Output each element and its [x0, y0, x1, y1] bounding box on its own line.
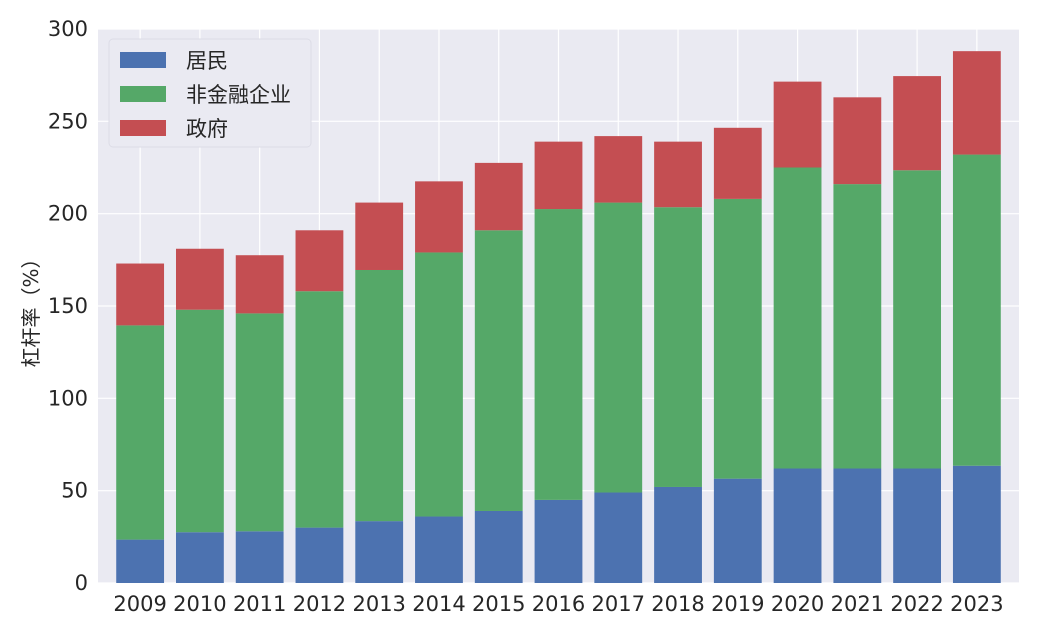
x-tick-label: 2016: [532, 592, 585, 616]
bar-2022-series-1: [893, 170, 942, 469]
y-tick-label: 50: [61, 479, 88, 503]
bar-2023-series-2: [952, 51, 1001, 155]
bar-2011-series-2: [235, 255, 284, 314]
bar-2016-series-2: [534, 141, 583, 210]
bar-2022-series-0: [893, 468, 942, 583]
bar-2017-series-1: [594, 202, 643, 493]
bar-2019-series-2: [713, 127, 762, 199]
bar-2012-series-2: [295, 230, 344, 292]
y-tick-labels: 0 50 100 150 200 250 300: [48, 17, 88, 595]
bar-2023-series-0: [952, 465, 1001, 583]
legend-swatch: [120, 120, 166, 136]
x-tick-label: 2020: [771, 592, 824, 616]
y-tick-label: 250: [48, 109, 88, 133]
bar-2020-series-0: [773, 468, 822, 583]
legend-label: 非金融企业: [186, 83, 291, 107]
x-tick-label: 2019: [711, 592, 764, 616]
y-axis-title: 杠杆率（%）: [19, 248, 43, 367]
bar-2015-series-0: [474, 510, 523, 583]
y-tick-label: 300: [48, 17, 88, 41]
y-tick-label: 100: [48, 386, 88, 410]
bar-2021-series-2: [833, 97, 882, 185]
bars: [116, 51, 1001, 583]
legend-swatch: [120, 86, 166, 102]
bar-2016-series-0: [534, 499, 583, 583]
bar-2023-series-1: [952, 154, 1001, 466]
bar-2009-series-0: [116, 539, 165, 583]
bar-2010-series-1: [175, 309, 224, 533]
x-tick-label: 2009: [113, 592, 166, 616]
bar-2018-series-2: [654, 141, 702, 208]
legend-label: 政府: [186, 117, 228, 141]
bar-2022-series-2: [893, 76, 942, 171]
bar-2019-series-0: [713, 478, 762, 583]
legend-label: 居民: [186, 49, 228, 73]
y-tick-label: 200: [48, 202, 88, 226]
bar-2017-series-2: [594, 136, 643, 203]
bar-2014-series-1: [415, 252, 463, 517]
x-tick-label: 2015: [472, 592, 525, 616]
x-tick-label: 2022: [890, 592, 943, 616]
bar-2013-series-2: [355, 202, 404, 270]
bar-2014-series-2: [415, 181, 463, 253]
bar-2019-series-1: [713, 198, 762, 479]
bar-2016-series-1: [534, 209, 583, 500]
bar-2020-series-2: [773, 81, 822, 168]
y-tick-label: 0: [75, 571, 88, 595]
bar-2021-series-0: [833, 468, 882, 583]
bar-2012-series-0: [295, 527, 344, 583]
x-tick-labels: 2009 2010 2011 2012 2013 2014 2015 2016 2017 2018…: [113, 592, 1003, 616]
legend-swatch: [120, 52, 166, 68]
y-tick-label: 150: [48, 294, 88, 318]
bar-2011-series-0: [235, 531, 284, 583]
bar-2014-series-0: [415, 516, 463, 583]
bar-2021-series-1: [833, 184, 882, 469]
x-tick-label: 2011: [233, 592, 286, 616]
x-tick-label: 2014: [412, 592, 465, 616]
bar-2009-series-2: [116, 263, 165, 326]
bar-2009-series-1: [116, 325, 165, 540]
x-tick-label: 2018: [651, 592, 704, 616]
bar-2013-series-1: [355, 269, 404, 522]
x-tick-label: 2021: [831, 592, 884, 616]
bar-2017-series-0: [594, 492, 643, 583]
bar-2015-series-1: [474, 230, 523, 511]
x-tick-label: 2013: [352, 592, 405, 616]
bar-2010-series-2: [175, 248, 224, 310]
x-tick-label: 2012: [293, 592, 346, 616]
bar-2013-series-0: [355, 521, 404, 583]
bar-2011-series-1: [235, 313, 284, 532]
x-tick-label: 2017: [592, 592, 645, 616]
bar-2010-series-0: [175, 532, 224, 583]
bar-2018-series-0: [654, 486, 702, 583]
x-tick-label: 2023: [950, 592, 1003, 616]
bar-2012-series-1: [295, 291, 344, 528]
bar-2020-series-1: [773, 167, 822, 469]
bar-2015-series-2: [474, 162, 523, 231]
bar-2018-series-1: [654, 207, 702, 487]
x-tick-label: 2010: [173, 592, 226, 616]
